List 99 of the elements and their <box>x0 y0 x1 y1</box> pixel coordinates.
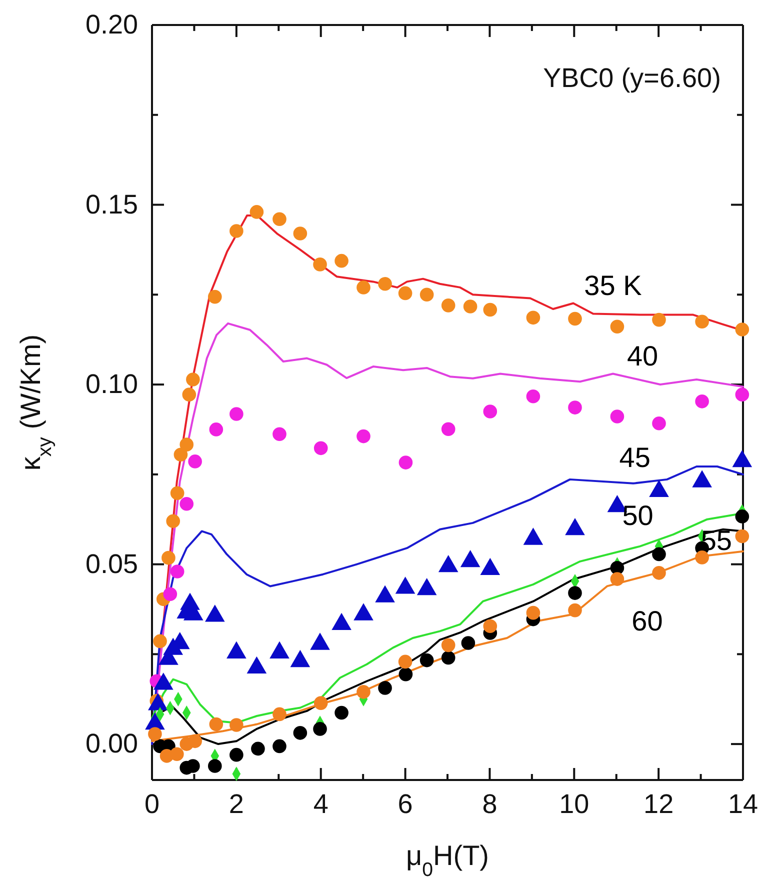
point <box>334 254 348 268</box>
point <box>272 739 286 754</box>
y-tick-label: 0.10 <box>85 369 138 400</box>
point <box>735 529 750 544</box>
point <box>170 486 184 500</box>
point <box>610 572 624 586</box>
point <box>695 314 709 329</box>
point <box>568 312 582 326</box>
x-tick-label: 10 <box>559 789 590 820</box>
point <box>356 280 370 294</box>
point <box>378 681 392 695</box>
point <box>463 300 478 314</box>
point <box>272 707 286 722</box>
point <box>250 205 264 219</box>
point <box>186 759 200 773</box>
series-label: 35 K <box>584 270 642 302</box>
point <box>251 742 265 756</box>
point <box>188 454 202 468</box>
point <box>652 416 666 430</box>
point <box>182 388 196 402</box>
y-tick-label: 0.15 <box>85 189 138 220</box>
x-tick-label: 8 <box>482 789 498 820</box>
point <box>483 302 498 317</box>
point <box>568 586 582 600</box>
point <box>420 653 434 668</box>
point <box>186 372 200 386</box>
series-label: 60 <box>632 606 663 637</box>
point <box>334 706 348 720</box>
point <box>293 226 308 240</box>
point <box>180 496 194 511</box>
point <box>293 726 308 740</box>
point <box>483 619 498 634</box>
point <box>735 510 750 524</box>
point <box>483 404 498 418</box>
point <box>735 322 750 336</box>
point <box>208 290 222 304</box>
point <box>356 685 370 699</box>
point <box>652 566 666 580</box>
point <box>398 456 413 470</box>
x-tick-label: 2 <box>228 789 244 820</box>
point <box>209 717 224 732</box>
point <box>652 312 666 327</box>
point <box>441 638 456 652</box>
point <box>272 427 286 442</box>
point <box>441 650 456 665</box>
series-label: 45 <box>619 442 650 474</box>
point <box>162 550 176 565</box>
point <box>695 550 709 564</box>
point <box>148 727 162 741</box>
point <box>209 422 224 436</box>
point <box>314 696 328 710</box>
x-tick-label: 6 <box>398 789 413 820</box>
x-tick-label: 4 <box>313 789 328 820</box>
series-label: 40 <box>626 340 658 372</box>
point <box>230 748 244 762</box>
point <box>398 654 412 669</box>
y-tick-label: 0.00 <box>85 728 138 759</box>
point <box>230 224 244 238</box>
point <box>313 722 327 736</box>
point <box>180 438 194 452</box>
point <box>610 410 624 424</box>
point <box>170 564 184 578</box>
point <box>526 606 540 620</box>
point <box>652 547 666 562</box>
point <box>170 747 184 762</box>
x-tick-label: 14 <box>728 789 758 820</box>
point <box>174 448 188 462</box>
y-tick-label: 0.20 <box>85 10 138 40</box>
point <box>398 286 412 300</box>
point <box>230 407 244 421</box>
point <box>398 667 413 682</box>
point <box>188 734 202 748</box>
point <box>153 634 167 648</box>
point <box>208 759 222 773</box>
point <box>695 394 709 408</box>
point <box>526 389 540 404</box>
point <box>163 587 178 602</box>
x-axis-title: μ$_{0}$H(T) <box>406 840 490 881</box>
x-tick-label: 12 <box>644 789 674 820</box>
point <box>272 212 286 226</box>
point <box>568 603 582 618</box>
point <box>378 276 392 291</box>
point <box>420 288 434 302</box>
annotation: YBC0 (y=6.60) <box>543 63 721 93</box>
point <box>230 718 244 732</box>
point <box>461 636 476 650</box>
point <box>526 310 540 325</box>
point <box>356 429 370 444</box>
point <box>610 320 624 334</box>
point <box>314 441 328 456</box>
series-label: 50 <box>622 500 654 532</box>
point <box>166 514 180 528</box>
x-tick-label: 0 <box>144 789 160 820</box>
y-tick-label: 0.05 <box>85 548 138 579</box>
point <box>735 388 750 402</box>
point <box>568 400 582 414</box>
point <box>441 298 456 312</box>
point <box>441 422 456 436</box>
point <box>313 258 327 272</box>
